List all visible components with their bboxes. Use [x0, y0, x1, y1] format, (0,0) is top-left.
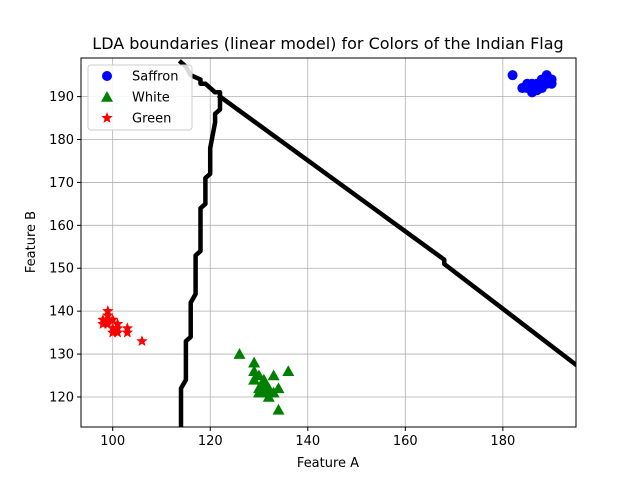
x-tick-label: 120: [198, 434, 223, 449]
y-tick-label: 130: [49, 348, 74, 363]
legend-saffron-marker: [102, 71, 112, 81]
saffron-point: [547, 74, 557, 84]
saffron-point: [527, 83, 537, 93]
y-tick-label: 120: [49, 390, 74, 405]
legend-white-label: White: [132, 91, 170, 106]
chart-title: LDA boundaries (linear model) for Colors…: [92, 34, 563, 53]
y-axis-label: Feature B: [24, 211, 39, 273]
y-tick-label: 140: [49, 305, 74, 320]
x-tick-label: 140: [295, 434, 320, 449]
legend-saffron-label: Saffron: [132, 70, 178, 85]
x-axis-label: Feature A: [297, 456, 359, 471]
x-tick-label: 180: [490, 434, 515, 449]
x-tick-label: 100: [100, 434, 125, 449]
legend-green-label: Green: [132, 112, 171, 127]
y-tick-label: 160: [49, 219, 74, 234]
y-tick-label: 150: [49, 262, 74, 277]
legend: Saffron White Green: [88, 65, 192, 130]
y-tick-label: 170: [49, 176, 74, 191]
y-tick-label: 180: [49, 133, 74, 148]
x-tick-label: 160: [393, 434, 418, 449]
saffron-point: [508, 70, 518, 80]
y-tick-label: 190: [49, 90, 74, 105]
